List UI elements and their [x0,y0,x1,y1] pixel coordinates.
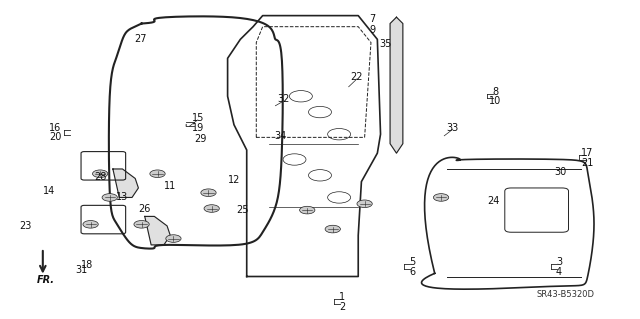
Text: 5: 5 [409,257,415,267]
Circle shape [150,170,165,178]
Text: 14: 14 [43,186,55,196]
Text: 12: 12 [228,175,240,185]
Text: 32: 32 [278,94,290,104]
Text: 8: 8 [492,86,499,97]
Text: 22: 22 [351,72,364,82]
Text: 9: 9 [369,25,375,35]
Polygon shape [113,169,138,197]
Text: 17: 17 [582,148,594,158]
Text: FR.: FR. [36,275,54,285]
Polygon shape [390,17,403,153]
Text: 23: 23 [19,221,32,231]
Polygon shape [145,216,170,245]
Text: 3: 3 [556,257,562,267]
Text: 27: 27 [134,34,147,44]
Text: 28: 28 [94,172,106,182]
Text: 16: 16 [49,123,61,133]
Text: 29: 29 [194,134,206,144]
Text: 30: 30 [555,167,567,177]
Text: 1: 1 [339,292,346,302]
Text: SR43-B5320D: SR43-B5320D [536,290,594,299]
Circle shape [166,235,181,242]
Text: 10: 10 [489,96,501,106]
Text: 7: 7 [369,14,376,24]
Circle shape [357,200,372,208]
Text: 19: 19 [191,123,204,133]
Text: 20: 20 [49,132,61,142]
Text: 35: 35 [380,39,392,49]
Text: 6: 6 [410,267,415,277]
Text: 18: 18 [81,260,93,271]
Circle shape [134,220,149,228]
Text: 25: 25 [236,205,248,215]
Circle shape [93,170,108,178]
Text: 21: 21 [582,158,594,168]
Circle shape [83,220,99,228]
Circle shape [201,189,216,197]
Text: 33: 33 [447,123,459,133]
Circle shape [102,194,117,201]
Text: 24: 24 [487,196,499,206]
Circle shape [300,206,315,214]
Circle shape [204,205,220,212]
Text: 13: 13 [116,192,129,203]
Text: 15: 15 [191,113,204,123]
Text: 2: 2 [339,301,346,312]
Text: 4: 4 [556,267,562,277]
Text: 11: 11 [164,182,177,191]
Text: 34: 34 [275,131,287,141]
Text: 26: 26 [139,204,151,213]
Circle shape [325,225,340,233]
Text: 31: 31 [75,265,87,275]
Circle shape [433,194,449,201]
